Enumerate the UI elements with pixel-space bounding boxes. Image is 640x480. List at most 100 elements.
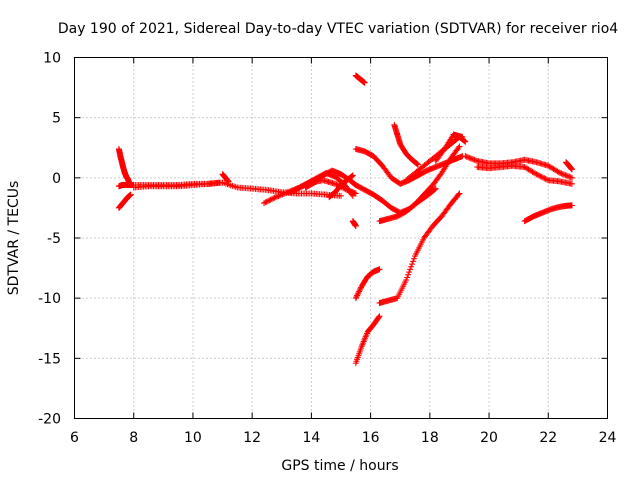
x-axis-title: GPS time / hours: [281, 458, 398, 474]
data-point: [414, 161, 421, 168]
data-point: [338, 192, 344, 199]
series-arc-10: [349, 218, 359, 229]
data-point: [357, 285, 364, 292]
y-tick-label: 0: [52, 171, 61, 187]
x-tick-label: 12: [243, 430, 261, 446]
data-point: [542, 175, 549, 182]
data-point: [270, 195, 277, 202]
x-tick-label: 18: [421, 430, 439, 446]
data-point: [353, 293, 360, 300]
data-point: [466, 154, 473, 161]
data-point: [555, 169, 562, 176]
data-point: [216, 179, 223, 186]
data-point: [462, 153, 469, 160]
data-point: [279, 191, 286, 198]
x-tick-label: 16: [362, 430, 380, 446]
data-point: [375, 314, 382, 321]
data-point: [566, 173, 573, 180]
chart-title: Day 190 of 2021, Sidereal Day-to-day VTE…: [58, 21, 618, 37]
data-point: [459, 133, 466, 140]
data-point: [568, 180, 575, 187]
y-tick-labels: -20 -15 -10 -5 0 5 10: [38, 51, 61, 428]
series-arc-23: [352, 266, 383, 302]
series-arc-21: [521, 202, 575, 225]
data-point: [537, 173, 544, 180]
data-point: [262, 199, 269, 206]
data-point: [275, 193, 282, 200]
data-point: [468, 155, 475, 162]
x-tick-label: 8: [129, 430, 138, 446]
grid-layer: [74, 57, 608, 419]
data-point: [413, 160, 420, 167]
data-point: [352, 222, 359, 229]
data-point: [431, 186, 438, 193]
data-point: [274, 193, 281, 200]
data-point: [407, 266, 414, 273]
data-point: [356, 288, 363, 295]
data-point: [558, 170, 565, 177]
data-point: [568, 174, 575, 181]
series-arc-9: [326, 172, 356, 201]
data-point: [272, 194, 279, 201]
data-point: [127, 191, 134, 198]
series-arc-3: [115, 191, 134, 211]
y-tick-label: 5: [52, 111, 61, 127]
data-point: [472, 157, 479, 164]
y-tick-label: 10: [43, 51, 61, 67]
data-point: [568, 202, 575, 209]
data-point: [225, 178, 232, 185]
data-point: [410, 258, 417, 265]
data-point: [282, 190, 289, 197]
x-tick-label: 10: [184, 430, 202, 446]
data-point: [405, 271, 412, 278]
series-arc-1: [115, 145, 134, 189]
data-point: [354, 291, 361, 298]
series-arc-20: [563, 159, 575, 173]
data-point: [408, 263, 415, 270]
series-arc-19: [474, 162, 575, 187]
data-point: [355, 289, 362, 296]
data-point: [557, 170, 564, 177]
x-tick-label: 14: [302, 430, 320, 446]
data-point: [565, 173, 572, 180]
y-tick-label: -20: [38, 412, 61, 428]
data-point: [280, 190, 287, 197]
data-point: [532, 170, 539, 177]
data-point: [376, 266, 383, 273]
data-point: [464, 154, 471, 161]
data-point: [456, 143, 463, 150]
data-point: [463, 153, 470, 160]
data-point: [462, 138, 469, 145]
x-tick-label: 24: [599, 430, 617, 446]
data-point: [403, 277, 410, 284]
data-point: [461, 137, 468, 144]
data-point: [404, 274, 411, 281]
data-point: [267, 196, 274, 203]
data-point: [266, 197, 273, 204]
data-point: [432, 185, 439, 192]
data-point: [261, 200, 268, 207]
data-point: [349, 192, 356, 199]
data-point: [332, 180, 339, 187]
data-point: [409, 261, 416, 268]
data-point: [271, 194, 278, 201]
data-point: [376, 313, 383, 320]
data-point: [534, 171, 541, 178]
data-point: [411, 255, 418, 262]
data-point: [348, 173, 355, 180]
x-tick-label: 20: [480, 430, 498, 446]
series-arc-22: [352, 313, 383, 367]
data-point: [461, 138, 468, 145]
series-arc-14: [376, 143, 463, 225]
data-point: [536, 172, 543, 179]
y-tick-label: -10: [38, 291, 61, 307]
data-marks: [115, 72, 575, 367]
data-point: [455, 191, 462, 198]
data-point: [540, 174, 547, 181]
data-point: [349, 172, 356, 179]
data-point: [264, 198, 271, 205]
plot-frame: [74, 57, 608, 419]
data-point: [354, 292, 361, 299]
